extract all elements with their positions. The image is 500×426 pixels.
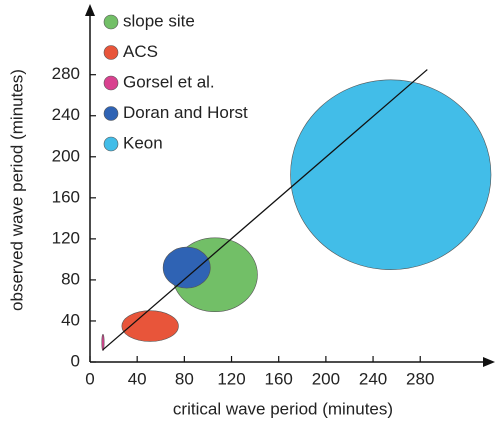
x-tick-label: 0 — [85, 369, 94, 388]
x-tick-label: 200 — [312, 369, 340, 388]
legend-label: Doran and Horst — [123, 103, 248, 122]
x-axis-arrow — [483, 357, 495, 367]
reference-line — [102, 69, 428, 351]
y-tick-label: 0 — [71, 351, 80, 370]
legend-marker — [103, 45, 119, 60]
data-ellipse — [101, 333, 105, 352]
x-tick-label: 280 — [406, 369, 434, 388]
x-tick-label: 40 — [128, 369, 147, 388]
x-tick-label: 80 — [175, 369, 194, 388]
legend-marker — [103, 75, 119, 91]
legend-label: Keon — [123, 133, 163, 152]
y-axis-arrow — [85, 4, 95, 16]
data-ellipse — [290, 79, 492, 270]
x-tick-label: 160 — [265, 369, 293, 388]
y-tick-label: 40 — [61, 310, 80, 329]
y-tick-label: 80 — [61, 269, 80, 288]
x-tick-label: 240 — [359, 369, 387, 388]
x-tick-label: 120 — [217, 369, 245, 388]
y-tick-label: 160 — [52, 187, 80, 206]
legend-label: slope site — [123, 11, 195, 30]
y-tick-label: 280 — [52, 64, 80, 83]
x-axis-title: critical wave period (minutes) — [173, 399, 393, 418]
data-ellipse — [121, 310, 179, 342]
legend-label: ACS — [123, 42, 158, 61]
legend-marker — [103, 14, 119, 30]
legend-marker — [103, 136, 119, 152]
data-ellipse — [162, 246, 211, 289]
legend-label: Gorsel et al. — [123, 72, 215, 91]
y-axis-title: observed wave period (minutes) — [7, 69, 26, 311]
legend-marker — [103, 106, 119, 121]
y-tick-label: 240 — [52, 105, 80, 124]
y-tick-label: 200 — [52, 146, 80, 165]
y-tick-label: 120 — [52, 228, 80, 247]
